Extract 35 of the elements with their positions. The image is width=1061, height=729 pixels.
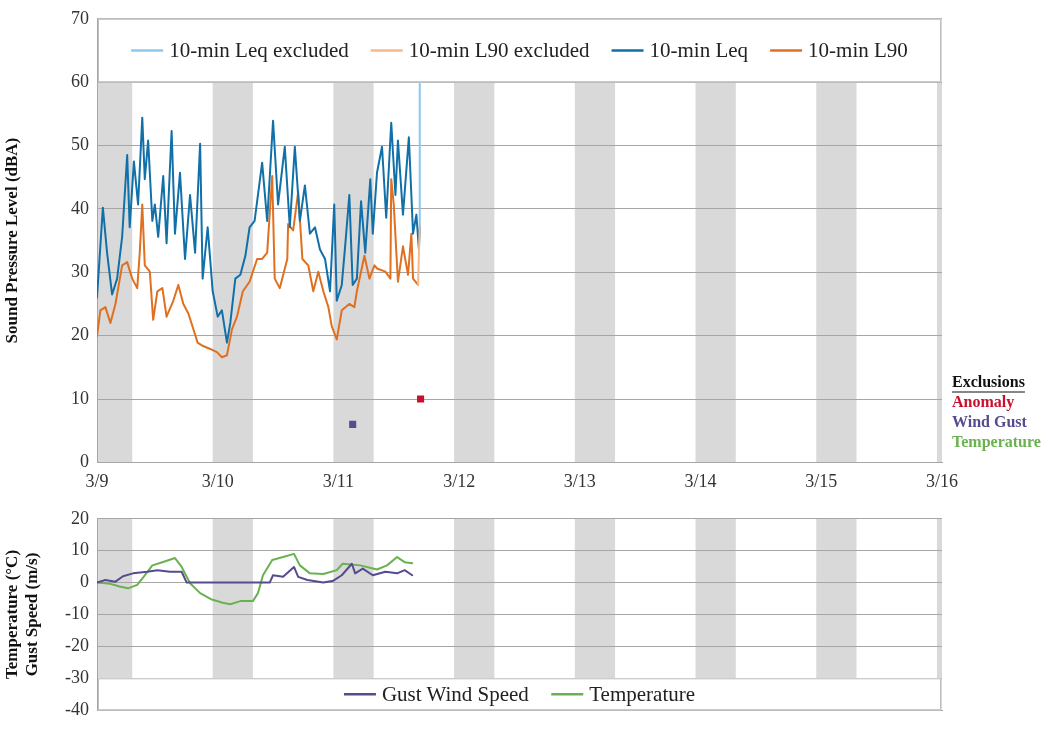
y-tick-label: 40 xyxy=(71,197,89,218)
y-tick-label: -10 xyxy=(65,603,89,624)
x-tick-label: 3/14 xyxy=(684,470,717,491)
legend-label: 10-min Leq excluded xyxy=(169,38,350,62)
legend-label: 10-min L90 xyxy=(808,38,908,62)
y-tick-label: 10 xyxy=(71,387,89,408)
y-tick-label: 20 xyxy=(71,507,89,528)
x-tick-label: 3/15 xyxy=(805,470,838,491)
y-tick-label: 50 xyxy=(71,134,89,155)
x-tick-label: 3/11 xyxy=(322,470,355,491)
y-tick-label: 10 xyxy=(71,539,89,560)
x-tick-label: 3/12 xyxy=(443,470,476,491)
x-tick-label: 3/13 xyxy=(563,470,596,491)
legend-label: 10-min Leq xyxy=(649,38,749,62)
x-tick-label: 3/16 xyxy=(925,470,959,491)
y-tick-label: -30 xyxy=(65,667,89,688)
text: Wind Gust xyxy=(952,412,1028,430)
legend-label: Gust Wind Speed xyxy=(381,681,530,706)
y-axis-title: Temperature (°C) Gust Speed (m/s) xyxy=(1,549,41,680)
legend-label: Temperature xyxy=(589,681,696,706)
y-tick-label: 20 xyxy=(71,324,89,345)
y-tick-label: 60 xyxy=(71,70,89,91)
y-tick-label: -20 xyxy=(65,635,89,656)
y-tick-label: 30 xyxy=(71,261,89,282)
y-axis-title: Sound Pressure Level (dBA) xyxy=(1,137,21,344)
x-tick-label: 3/9 xyxy=(85,470,109,491)
legend-label: Temperature xyxy=(952,432,1041,451)
y-tick-label: 70 xyxy=(71,7,89,28)
x-tick-label: 3/10 xyxy=(201,470,234,491)
y-tick-label: 0 xyxy=(80,451,89,472)
legend-title: Exclusions xyxy=(952,372,1025,390)
text: Anomaly xyxy=(952,392,1015,411)
y-tick-label: 0 xyxy=(80,571,89,592)
y-tick-label: -40 xyxy=(65,698,89,719)
legend-label: 10-min L90 excluded xyxy=(408,38,591,62)
